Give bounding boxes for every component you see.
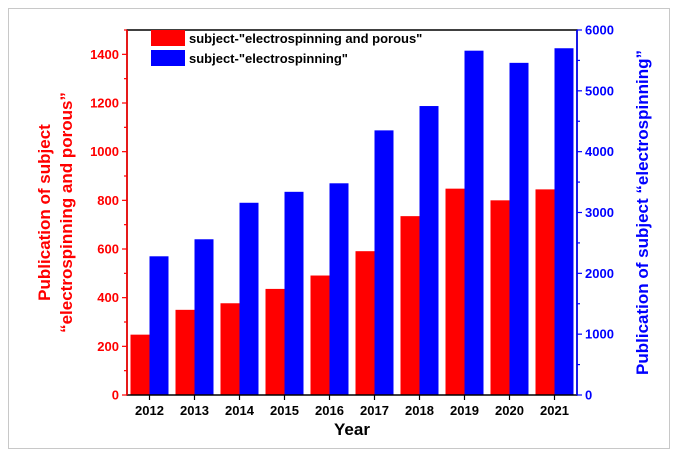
x-tick-label-2016: 2016	[315, 403, 344, 418]
right-y-tick-label-4000: 4000	[585, 144, 614, 159]
right-y-tick-label-1000: 1000	[585, 327, 614, 342]
left-axis-title-line1: Publication of subject	[35, 124, 54, 301]
left-y-tick-label-800: 800	[97, 193, 119, 208]
bar-porous-2019	[445, 188, 465, 395]
left-y-tick-label-1400: 1400	[90, 47, 119, 62]
x-tick-label-2020: 2020	[495, 403, 524, 418]
bar-porous-2020	[490, 200, 510, 395]
bar-electrospinning-2017	[374, 130, 394, 395]
right-y-tick-label-6000: 6000	[585, 23, 614, 38]
x-tick-label-2014: 2014	[225, 403, 255, 418]
bar-electrospinning-2021	[554, 48, 574, 395]
left-y-tick-label-200: 200	[97, 339, 119, 354]
legend-label-electrospinning: subject-"electrospinning"	[189, 51, 348, 66]
x-tick-label-2021: 2021	[540, 403, 569, 418]
legend: subject-"electrospinning and porous" sub…	[151, 30, 422, 66]
right-y-tick-label-0: 0	[585, 388, 592, 403]
bar-porous-2017	[355, 251, 375, 395]
left-axis-title-line2: “electrospinning and porous”	[57, 92, 76, 333]
x-axis-title: Year	[334, 420, 370, 439]
legend-swatch-electrospinning	[151, 50, 185, 66]
bars-layer	[130, 48, 574, 396]
x-tick-label-2018: 2018	[405, 403, 434, 418]
bar-porous-2014	[220, 303, 240, 395]
left-y-tick-label-600: 600	[97, 242, 119, 257]
x-tick-label-2012: 2012	[135, 403, 164, 418]
legend-swatch-porous	[151, 30, 185, 46]
right-axis-title: Publication of subject “electrospinning”	[633, 50, 652, 375]
left-y-tick-label-1200: 1200	[90, 96, 119, 111]
bar-electrospinning-2015	[284, 191, 304, 395]
right-y-tick-label-3000: 3000	[585, 205, 614, 220]
bar-electrospinning-2012	[149, 256, 169, 395]
right-y-tick-label-2000: 2000	[585, 266, 614, 281]
legend-label-porous: subject-"electrospinning and porous"	[189, 31, 422, 46]
bar-electrospinning-2018	[419, 106, 439, 396]
bar-porous-2018	[400, 216, 420, 395]
x-tick-label-2017: 2017	[360, 403, 389, 418]
left-y-tick-label-1000: 1000	[90, 144, 119, 159]
bar-porous-2012	[130, 334, 150, 395]
right-y-tick-label-5000: 5000	[585, 83, 614, 98]
ticks-layer: 2012 2013 2014 2015 2016 2017 2018 2019 2020 2021…	[90, 23, 614, 419]
x-tick-label-2013: 2013	[180, 403, 209, 418]
bar-porous-2016	[310, 275, 330, 395]
left-y-tick-label-0: 0	[112, 388, 119, 403]
x-tick-label-2015: 2015	[270, 403, 299, 418]
bar-electrospinning-2013	[194, 239, 214, 395]
x-tick-label-2019: 2019	[450, 403, 479, 418]
bar-porous-2015	[265, 288, 285, 395]
bar-electrospinning-2020	[509, 62, 529, 395]
bar-electrospinning-2014	[239, 202, 259, 395]
left-y-tick-label-400: 400	[97, 290, 119, 305]
bar-electrospinning-2016	[329, 183, 349, 395]
bar-porous-2013	[175, 309, 195, 395]
bar-electrospinning-2019	[464, 50, 484, 395]
bar-porous-2021	[535, 189, 555, 395]
